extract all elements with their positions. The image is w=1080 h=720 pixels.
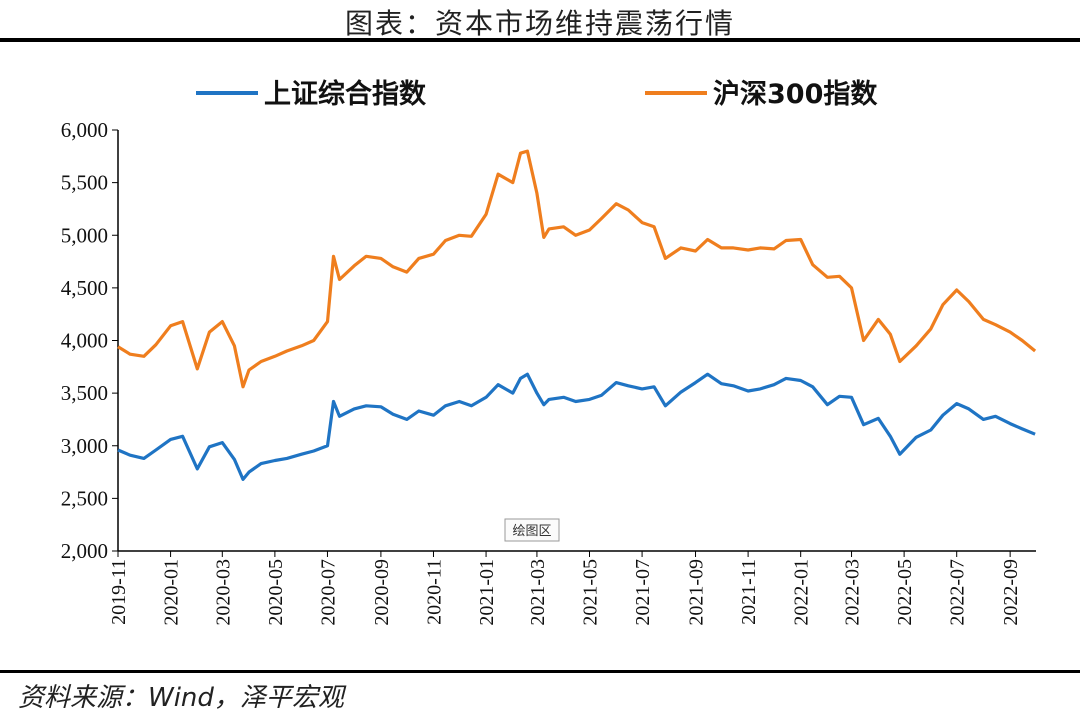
x-tick-label: 2020-05 [265, 559, 287, 626]
x-tick-label: 2021-07 [632, 559, 654, 626]
line-chart: 上证综合指数 沪深300指数 2,000 2,500 3,000 3,500 4,000… [61, 78, 1037, 626]
y-tick-label: 6,000 [61, 118, 108, 142]
x-tick-label: 2022-07 [947, 559, 969, 626]
legend-label-shanghai-composite: 上证综合指数 [264, 78, 427, 110]
x-tick-label: 2020-07 [317, 559, 339, 626]
y-tick-label: 5,000 [61, 223, 108, 247]
y-tick-label: 5,500 [61, 171, 108, 195]
title-divider [0, 38, 1080, 42]
series-group [117, 149, 1037, 481]
x-tick-label: 2021-11 [738, 559, 760, 625]
axes: 2,000 2,500 3,000 3,500 4,000 4,500 5,000 5,500… [61, 118, 1036, 626]
source-note: 资料来源：Wind，泽平宏观 [18, 683, 344, 713]
y-tick-label: 2,500 [61, 486, 108, 510]
series-line-shanghai-composite [117, 372, 1036, 481]
x-tick-label: 2020-03 [212, 559, 234, 626]
x-tick-label: 2021-01 [476, 559, 498, 626]
x-tick-label: 2021-05 [579, 559, 601, 626]
y-tick-label: 4,000 [61, 329, 108, 353]
x-tick-label: 2021-03 [527, 559, 549, 626]
y-tick-label: 2,000 [61, 539, 108, 563]
x-tick-label: 2020-11 [423, 559, 445, 625]
x-tick-label: 2022-05 [894, 559, 916, 626]
x-tick-label: 2021-09 [686, 559, 708, 626]
x-tick-label: 2020-01 [161, 559, 183, 626]
plot-area-tag-label: 绘图区 [512, 524, 551, 539]
y-tick-label: 3,500 [61, 381, 108, 405]
x-tick-label: 2019-11 [108, 559, 130, 625]
x-tick-label: 2020-09 [371, 559, 393, 626]
plot-area-tag: 绘图区 [504, 518, 560, 542]
y-tick-label: 3,000 [61, 434, 108, 458]
x-tick-label: 2022-09 [1000, 559, 1022, 626]
legend: 上证综合指数 沪深300指数 [196, 78, 878, 110]
x-tick-label: 2022-01 [791, 559, 813, 626]
series-line-csi300 [117, 149, 1037, 389]
x-tick-label: 2022-03 [842, 559, 864, 626]
legend-label-csi300: 沪深300指数 [713, 79, 878, 110]
footer-divider [0, 670, 1080, 673]
y-tick-label: 4,500 [61, 276, 108, 300]
chart-title: 图表：资本市场维持震荡行情 [344, 7, 735, 40]
